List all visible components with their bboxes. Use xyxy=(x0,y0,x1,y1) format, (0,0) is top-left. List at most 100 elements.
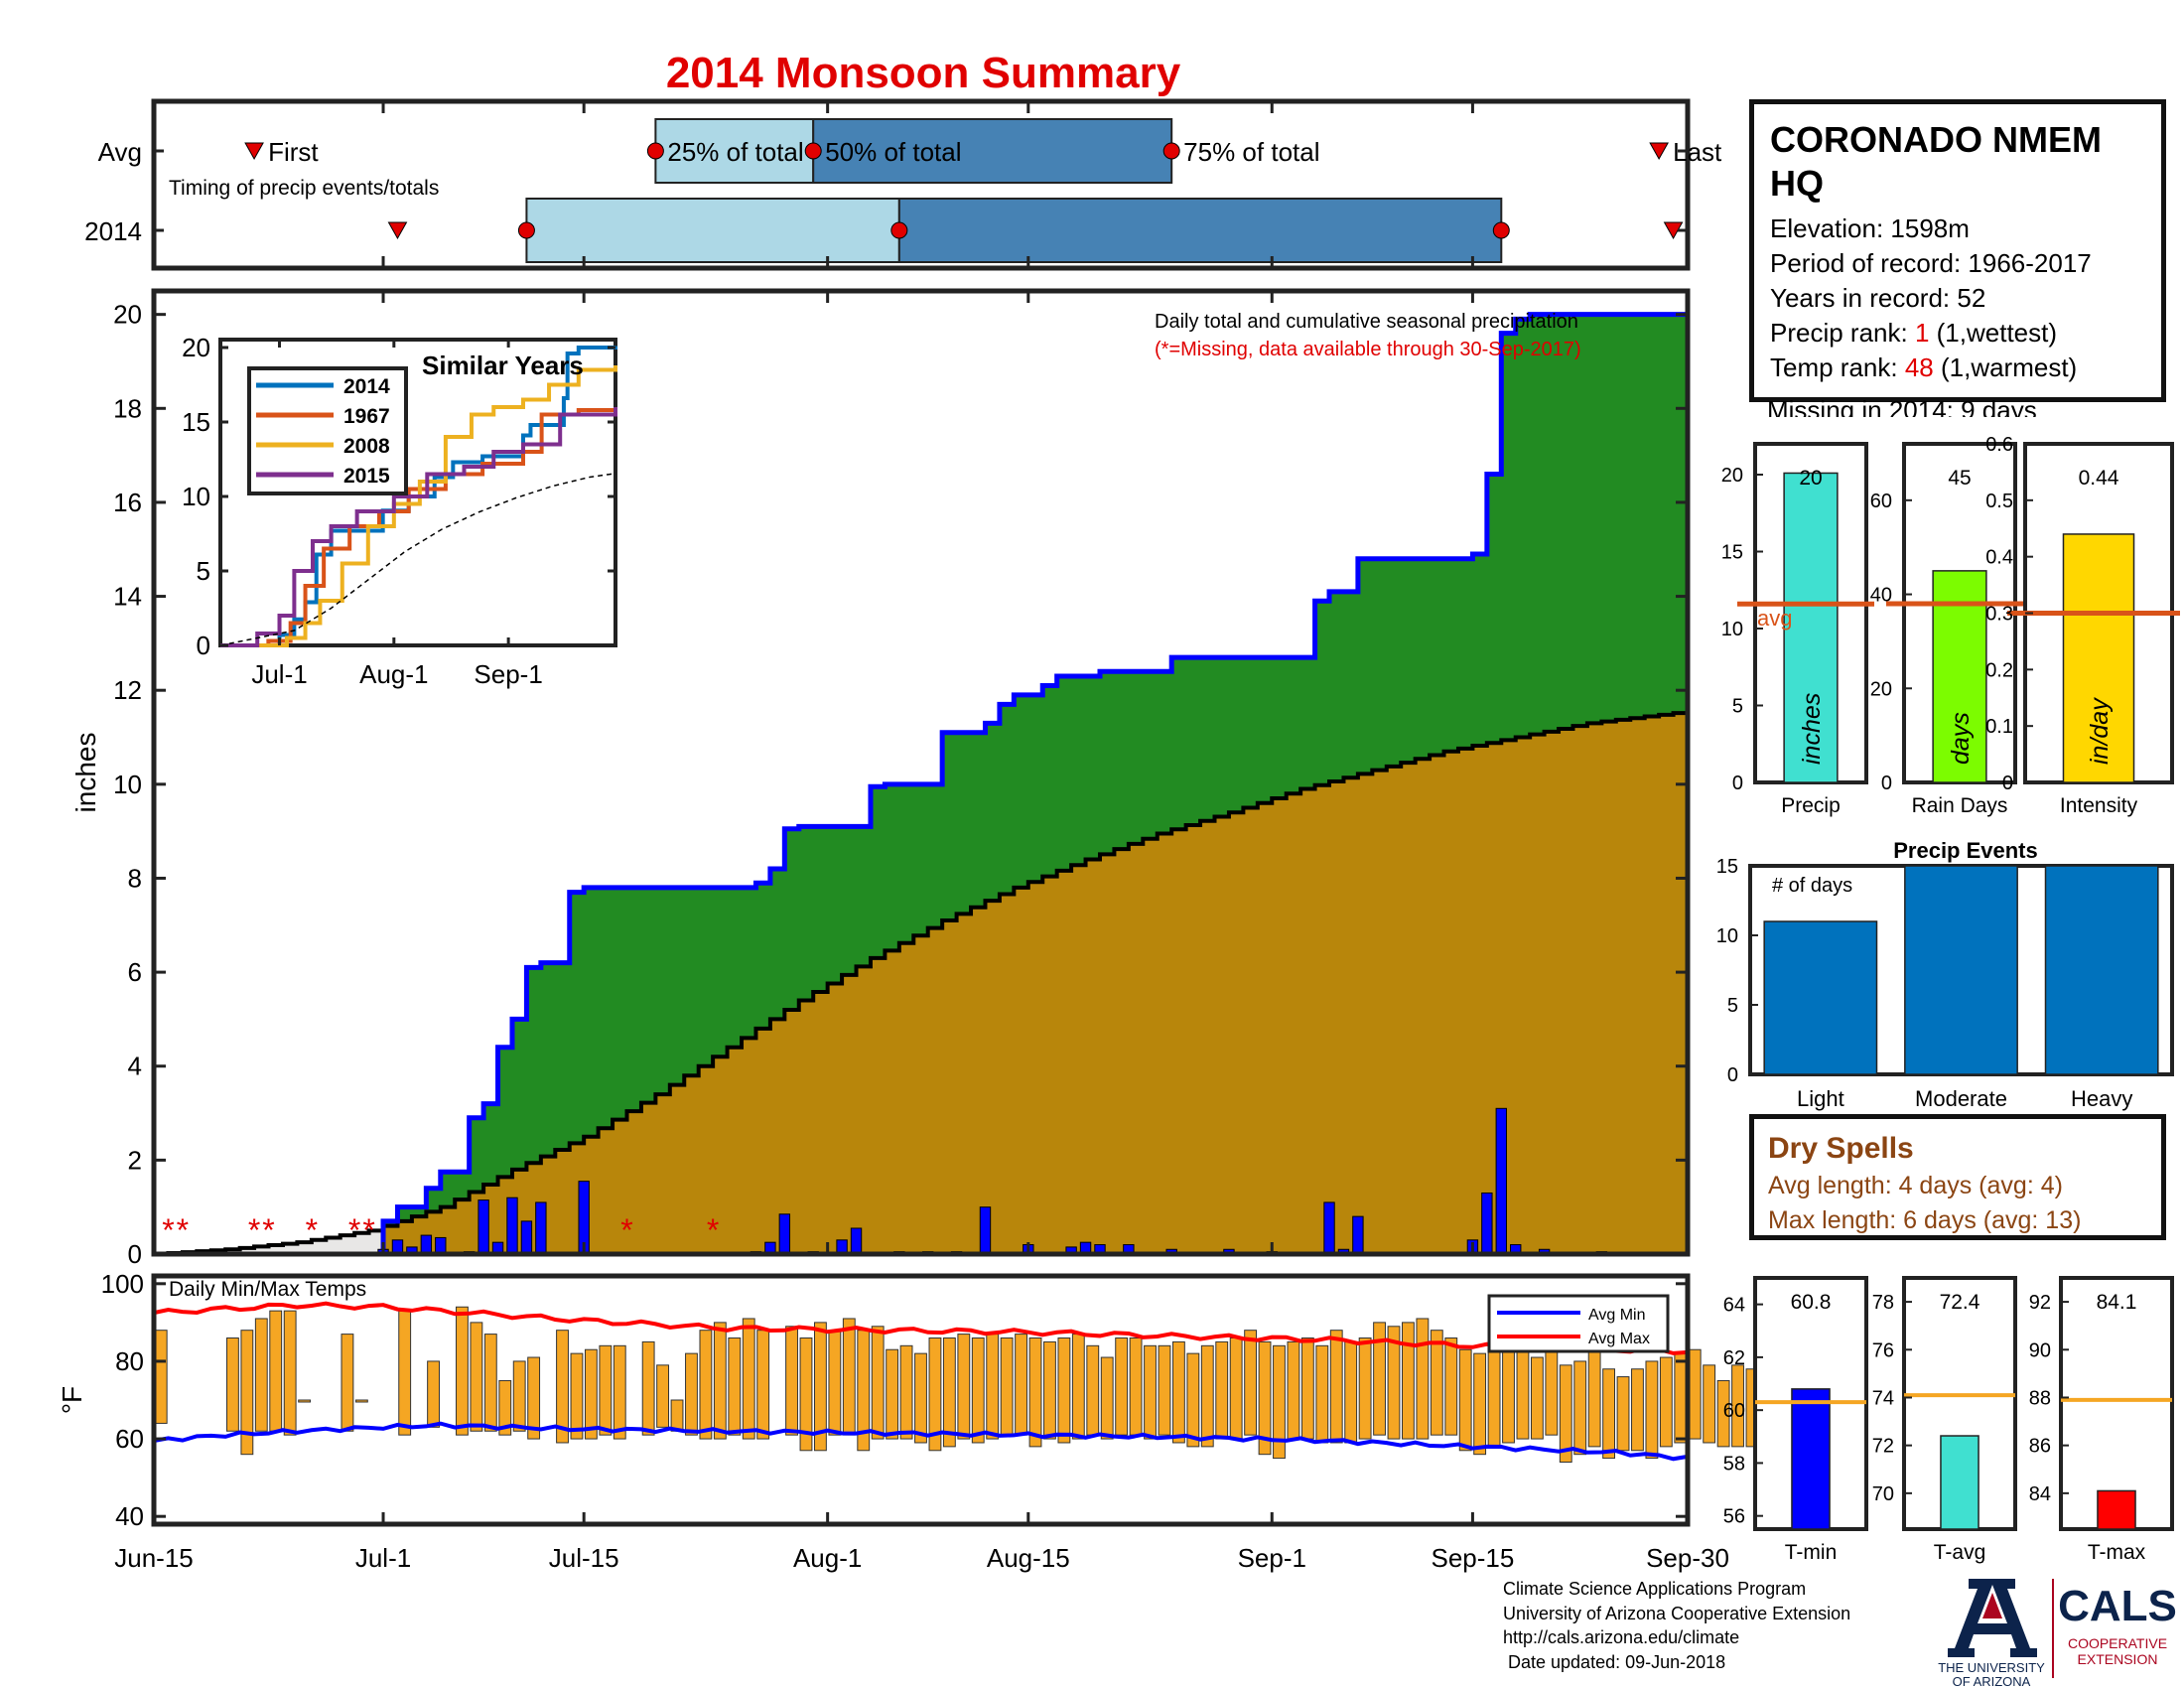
precip-missing-note: (*=Missing, data available through 30-Se… xyxy=(1155,339,1581,360)
summary-category-label: Precip xyxy=(1781,794,1841,817)
precip-plot-border xyxy=(151,288,1691,1257)
temp-y-label: °F xyxy=(57,1386,87,1414)
season-temp-bars: 60.8 T-min 56 58 60 62 64 72.4 T-avg 70 72 74 76 78 84… xyxy=(1723,1276,2174,1564)
temp-legend: Avg Min Avg Max xyxy=(1487,1294,1670,1353)
station-temp-rank: Temp rank: 48 (1,warmest) xyxy=(1770,351,2145,385)
similar-ytick-label: 5 xyxy=(197,556,210,586)
precip-rank-prefix: Precip rank: xyxy=(1770,318,1915,348)
summary-value-label: 0.44 xyxy=(2079,467,2119,490)
daily-temp-bar xyxy=(1458,1348,1472,1452)
temp-summary-ytick-label: 92 xyxy=(2029,1292,2051,1314)
temp-summary-category-label: T-max xyxy=(2088,1541,2146,1564)
temp-legend-max-label: Avg Max xyxy=(1588,1331,1650,1347)
daily-temp-bar xyxy=(584,1348,598,1440)
temp-rank-prefix: Temp rank: xyxy=(1770,352,1905,382)
similar-ytick-label: 0 xyxy=(197,631,210,660)
events-bar-moderate xyxy=(1904,865,2018,1075)
daily-temp-bar xyxy=(527,1356,541,1440)
daily-temp-bar xyxy=(656,1364,670,1428)
daily-temp-bar xyxy=(842,1318,856,1436)
daily-precip-bar xyxy=(1323,1201,1335,1255)
temp-panel: 40 60 80 100 Jun-15 Jul-1 Jul-15 Aug-1 Aug-15 Se… xyxy=(57,1269,1788,1573)
temp-summary-value-label: 84.1 xyxy=(2097,1291,2137,1314)
temp-plot-border xyxy=(151,1273,1691,1527)
temp-y-axis: 40 60 80 100 xyxy=(101,1269,1688,1531)
daily-temp-bar xyxy=(398,1310,412,1436)
daily-temp-bar xyxy=(1516,1348,1530,1440)
station-precip-rank: Precip rank: 1 (1,wettest) xyxy=(1770,316,2145,351)
missing-marker: * xyxy=(306,1212,318,1248)
precip-ytick-label: 18 xyxy=(113,393,142,423)
daily-temp-bar xyxy=(713,1322,727,1440)
temp-rank-suffix: (1,warmest) xyxy=(1933,352,2078,382)
timing-avg-p50-marker xyxy=(804,142,822,160)
cals-logo-line2: EXTENSION xyxy=(2078,1651,2158,1667)
temp-legend-min-label: Avg Min xyxy=(1588,1307,1646,1324)
station-name-line1: CORONADO NMEM xyxy=(1770,119,2102,160)
events-category-label: Heavy xyxy=(2071,1086,2132,1111)
daily-precip-bar xyxy=(520,1220,533,1255)
daily-temp-bar xyxy=(1057,1337,1071,1444)
temp-title: Daily Min/Max Temps xyxy=(169,1278,366,1301)
cals-logo-text: CALS xyxy=(2058,1582,2177,1630)
footer-line2: University of Arizona Cooperative Extens… xyxy=(1503,1603,1851,1623)
similar-xtick-label: Sep-1 xyxy=(474,659,542,689)
similar-legend-label: 1967 xyxy=(343,405,390,428)
temp-summary-ytick-label: 64 xyxy=(1723,1295,1745,1317)
precip-bar xyxy=(1783,472,1839,783)
summary-ytick-label: 60 xyxy=(1870,491,1892,512)
daily-temp-bar xyxy=(886,1348,899,1440)
daily-temp-bar xyxy=(1659,1356,1673,1448)
ua-a-inner-icon xyxy=(1982,1593,2002,1618)
precip-2014-line xyxy=(154,309,1691,1257)
temp-summary-ytick-label: 88 xyxy=(2029,1387,2051,1409)
events-ytick-label: 5 xyxy=(1727,995,1738,1017)
similar-years-inset: 0 5 10 15 20 Jul-1 Aug-1 Sep-1 Similar Years 20… xyxy=(182,333,617,689)
daily-temp-bar xyxy=(728,1337,742,1436)
summary-ytick-label: 10 xyxy=(1721,619,1743,640)
daily-temp-bar xyxy=(1587,1344,1601,1448)
station-period: Period of record: 1966-2017 xyxy=(1770,248,2092,278)
timing-year-first-marker xyxy=(387,221,408,240)
daily-temp-bar xyxy=(1530,1356,1544,1440)
precip-deficit-area xyxy=(154,713,1688,1254)
daily-precip-bar xyxy=(1481,1192,1493,1255)
daily-temp-bar xyxy=(470,1322,483,1432)
summary-ytick-label: 0 xyxy=(1881,773,1892,794)
similar-legend-label: 2015 xyxy=(343,465,390,488)
timing-markers xyxy=(152,101,1690,268)
temp-ytick-label: 100 xyxy=(101,1269,144,1299)
dry-spells-box: Dry Spells Avg length: 4 days (avg: 4) M… xyxy=(1749,1114,2166,1240)
daily-temp-bar xyxy=(1229,1337,1243,1440)
missing-marker: * xyxy=(707,1212,719,1248)
timing-p25-label: 25% of total xyxy=(667,137,803,167)
daily-temp-bar xyxy=(1688,1348,1702,1440)
daily-temp-bar xyxy=(283,1310,297,1436)
daily-temp-bar xyxy=(1315,1344,1329,1444)
precip-ytick-label: 12 xyxy=(113,675,142,705)
daily-temp-bar xyxy=(1444,1337,1458,1436)
events-title: Precip Events xyxy=(1893,838,2038,863)
daily-temp-bar xyxy=(785,1326,798,1436)
temp-summary-category-label: T-avg xyxy=(1934,1541,1986,1564)
events-bar-heavy xyxy=(2044,865,2159,1075)
daily-temp-bar xyxy=(1487,1344,1501,1448)
daily-precip-bar xyxy=(979,1206,992,1255)
timing-last-label: Last xyxy=(1673,137,1722,167)
daily-temp-bar xyxy=(986,1334,1000,1440)
precip-ytick-label: 4 xyxy=(128,1052,142,1081)
temp-legend-box xyxy=(1487,1294,1670,1353)
daily-temp-bar xyxy=(1015,1334,1027,1436)
precip-y-label: inches xyxy=(70,733,101,813)
missing-marker: * xyxy=(248,1212,260,1248)
timing-row-avg-label: Avg xyxy=(98,137,142,167)
daily-temp-bar xyxy=(483,1334,497,1432)
daily-precip-bar xyxy=(850,1227,863,1255)
summary-ytick-label: 0.1 xyxy=(1985,716,2013,738)
daily-temp-bar xyxy=(871,1326,885,1440)
daily-temp-bar xyxy=(613,1344,626,1440)
timing-avg-first-marker xyxy=(244,142,264,161)
timing-first-label: First xyxy=(268,137,319,167)
summary-ytick-label: 0.5 xyxy=(1985,491,2013,512)
